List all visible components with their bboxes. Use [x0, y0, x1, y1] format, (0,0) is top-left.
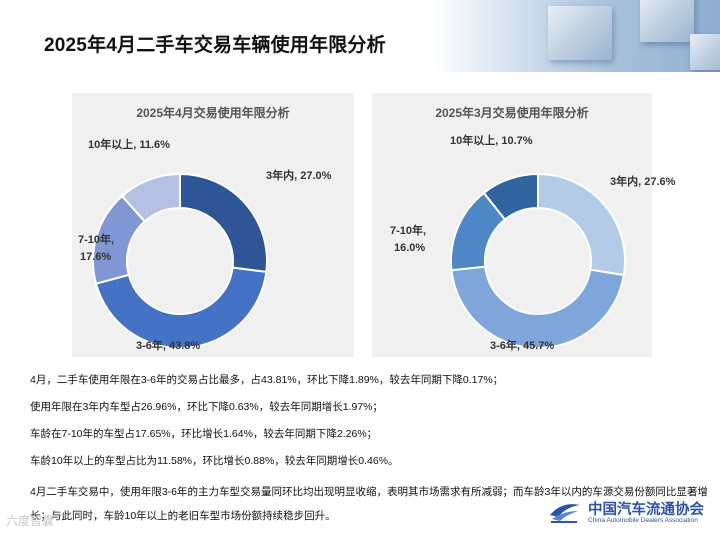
- donut-slice-3-6y: [450, 265, 625, 349]
- chart-panel-march: 2025年3月交易使用年限分析 3年内, 27.6% 3-6年, 45.7% 7…: [372, 93, 675, 357]
- donut-chart-april: [92, 172, 268, 349]
- decorative-cube: [690, 34, 720, 70]
- decorative-cube: [548, 6, 612, 60]
- slice-label-7-10y: 7-10年,: [78, 234, 115, 246]
- slice-label-3-6y: 3-6年, 43.8%: [136, 340, 201, 352]
- note-line: 车龄在7-10年的车型占17.65%，环比增长1.64%，较去年同期下降2.26…: [30, 428, 378, 440]
- header: 2025年4月二手车交易车辆使用年限分析: [0, 0, 720, 72]
- note-line: 使用年限在3年内车型占26.96%，环比下降0.63%，较去年同期增长1.97%…: [30, 401, 383, 413]
- logo-text-en: China Automobile Dealers Association: [588, 517, 698, 524]
- page-title: 2025年4月二手车交易车辆使用年限分析: [44, 35, 386, 56]
- association-logo: 中国汽车流通协会 China Automobile Dealers Associ…: [548, 497, 713, 529]
- slice-label-7-10y-value: 17.6%: [80, 251, 112, 263]
- watermark: 六度智囊: [6, 514, 55, 528]
- slice-label-3-6y: 3-6年, 45.7%: [490, 340, 555, 352]
- note-line: 4月，二手车使用年限在3-6年的交易占比最多，占43.81%，环比下降1.89%…: [30, 374, 504, 386]
- chart-title: 2025年3月交易使用年限分析: [435, 106, 589, 120]
- slice-label-within-3y: 3年内, 27.0%: [266, 170, 332, 182]
- slice-label-over-10y: 10年以上, 11.6%: [88, 139, 170, 151]
- donut-slice-over-10y: [482, 172, 539, 221]
- slice-label-over-10y: 10年以上, 10.7%: [450, 135, 533, 147]
- analysis-notes: 4月，二手车使用年限在3-6年的交易占比最多，占43.81%，环比下降1.89%…: [30, 372, 710, 528]
- decorative-cube: [640, 0, 694, 42]
- slice-label-7-10y: 7-10年,: [390, 225, 427, 237]
- chart-panel-april: 2025年4月交易使用年限分析 3年内, 27.0% 3-6年, 43.8% 7…: [72, 93, 354, 357]
- slice-label-7-10y-value: 16.0%: [394, 242, 426, 254]
- note-summary: 4月二手车交易中，使用年限3-6年的主力车型交易量同环比均出现明显收缩，表明其市…: [30, 486, 708, 522]
- logo-mark-icon: [550, 504, 580, 523]
- logo-text-cn: 中国汽车流通协会: [588, 502, 704, 518]
- note-line: 车龄10年以上的车型占比为11.58%，环比增长0.88%，较去年同期增长0.4…: [30, 455, 399, 467]
- donut-slice-within-3y: [179, 172, 268, 274]
- donut-chart-march: [450, 172, 626, 349]
- donut-slice-over-10y: [120, 172, 181, 223]
- chart-title: 2025年4月交易使用年限分析: [136, 106, 290, 120]
- slice-label-within-3y: 3年内, 27.6%: [610, 176, 676, 188]
- donut-slice-3-6y: [94, 266, 268, 349]
